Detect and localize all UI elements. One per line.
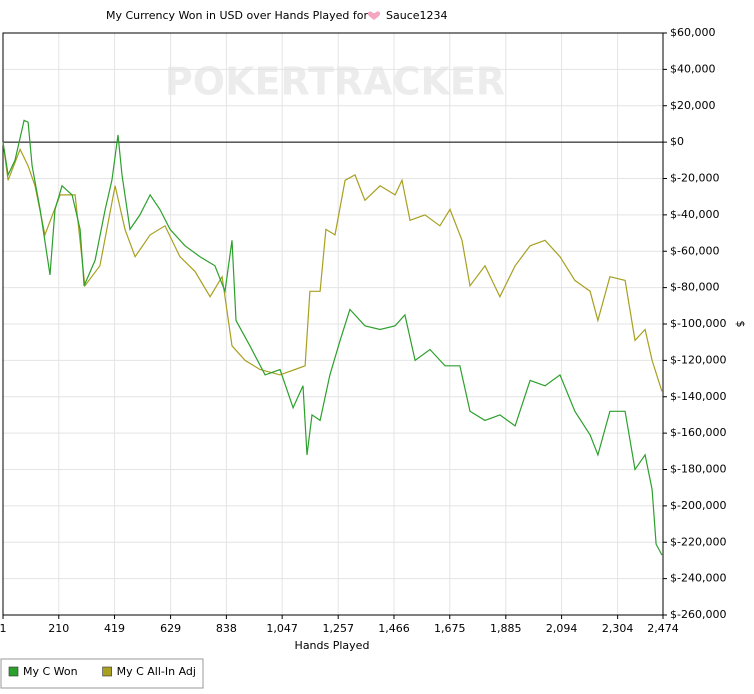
legend-box [0, 658, 204, 689]
y-tick-label: $-240,000 [670, 572, 726, 585]
y-tick-label: $-140,000 [670, 390, 726, 403]
y-tick-label: $-200,000 [670, 499, 726, 512]
y-tick-label: $-60,000 [670, 244, 719, 257]
plot-border [2, 32, 664, 616]
x-tick-label: 1,466 [378, 622, 410, 635]
y-tick-label: $-260,000 [670, 608, 726, 621]
chart-title: My Currency Won in USD over Hands Played… [106, 9, 369, 22]
x-tick-label: 2,474 [647, 622, 679, 635]
legend-swatch [8, 666, 19, 677]
x-tick-label: 838 [216, 622, 237, 635]
legend-label: My C All-In Adj [117, 665, 196, 678]
y-tick-label: $-20,000 [670, 172, 719, 185]
x-tick-label: 1,047 [266, 622, 298, 635]
series-line [2, 119, 663, 556]
y-tick-label: $-220,000 [670, 535, 726, 548]
y-axis-label: $ [734, 321, 747, 328]
x-tick-label: 210 [48, 622, 69, 635]
player-name: Sauce1234 [386, 9, 448, 22]
y-tick-label: $60,000 [670, 26, 716, 39]
x-tick-label: 1,885 [490, 622, 522, 635]
watermark: POKERTRACKER [165, 60, 505, 104]
y-tick-label: $-160,000 [670, 426, 726, 439]
series-line [2, 142, 663, 392]
x-tick-label: 1,257 [322, 622, 354, 635]
legend-swatch [102, 666, 112, 677]
x-tick-label: 2,094 [546, 622, 578, 635]
y-tick-label: $0 [670, 135, 684, 148]
x-tick-label: 2,304 [602, 622, 634, 635]
y-tick-label: $20,000 [670, 99, 716, 112]
x-axis-label: Hands Played [295, 639, 370, 652]
y-tick-label: $40,000 [670, 62, 716, 75]
x-tick-label: 1,675 [434, 622, 466, 635]
player-icon [367, 11, 381, 20]
y-tick-label: $-80,000 [670, 281, 719, 294]
y-tick-label: $-100,000 [670, 317, 726, 330]
y-tick-label: $-120,000 [670, 353, 726, 366]
y-tick-label: $-180,000 [670, 463, 726, 476]
y-tick-label: $-40,000 [670, 208, 719, 221]
x-tick-label: 1 [0, 622, 7, 635]
x-tick-label: 419 [104, 622, 125, 635]
legend-label: My C Won [23, 665, 78, 678]
x-tick-label: 629 [160, 622, 181, 635]
